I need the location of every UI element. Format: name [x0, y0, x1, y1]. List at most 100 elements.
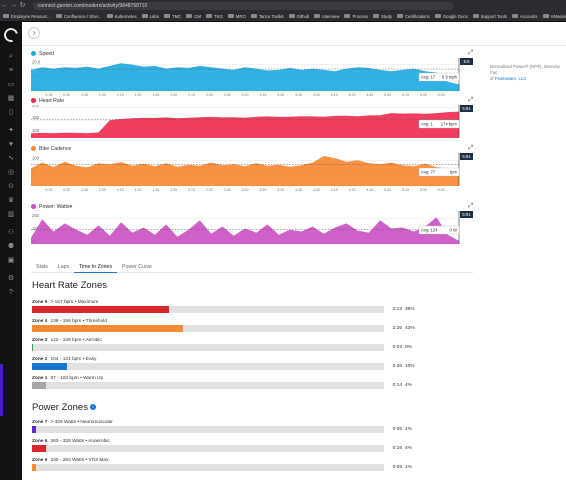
bookmark-item[interactable]: Tanzu Toolkit [250, 14, 284, 19]
tab-stats[interactable]: Stats [36, 264, 48, 270]
trophy-icon[interactable]: ♛ [7, 197, 15, 204]
back-icon[interactable]: ← [1, 2, 8, 9]
x-tick-label: 5:15 [402, 188, 409, 192]
bookmark-item[interactable]: Kubernetes [106, 13, 137, 19]
bookmark-item[interactable]: Google Docs [434, 14, 468, 19]
x-tick-label: 4:15 [331, 188, 338, 192]
inbox-icon[interactable]: ▭ [7, 81, 15, 88]
bookmark-item[interactable]: CM [186, 14, 201, 19]
chevron-down-icon[interactable]: ▾ [69, 203, 73, 210]
cursor-marker [460, 105, 473, 112]
y-tick-label: 150 [32, 115, 40, 120]
y-tick-label: 100 [32, 156, 40, 161]
zone-label: Zone 1 87 - 103 bpm • Warm Up [32, 375, 412, 382]
bookmark-item[interactable]: Employee Resourc... [3, 14, 51, 19]
zone-bar-track [32, 382, 384, 389]
reload-icon[interactable]: ↻ [19, 2, 26, 9]
avg-label: Avg: 1 [421, 122, 433, 127]
chart-header: Power: Watts ▾ ⤢ [31, 202, 473, 211]
bookmark-label: Process [352, 13, 368, 19]
y-tick-label: 20.0 [32, 60, 41, 65]
chart-header: Speed ⤢ [31, 49, 473, 58]
target-icon[interactable]: ◎ [7, 169, 15, 176]
x-tick-label: 1:30 [135, 188, 142, 192]
normalized-power-note: Normalized Power® (NP®), Intensity Fac o… [490, 64, 566, 82]
tab-power-curve[interactable]: Power Curve [122, 264, 153, 270]
bookmark-item[interactable]: TKG [205, 14, 223, 19]
garmin-connect-logo[interactable] [1, 25, 21, 45]
group-icon[interactable]: ⚉ [7, 243, 15, 250]
bookmark-item[interactable]: Process [344, 14, 368, 19]
x-tick-label: 1:15 [117, 93, 124, 97]
zone-row: Zone 2 104 - 121 bpm • Easy 0:36 10% [32, 356, 415, 370]
bookmark-item[interactable]: Github [288, 14, 309, 19]
peaksware-link[interactable]: Peaksware, LLC [494, 76, 527, 81]
pulse-icon[interactable]: ∿ [8, 155, 14, 162]
zone-label: Zone 5 > 157 bpm • Maximum [32, 299, 412, 306]
avg-label: Avg: 124 [421, 228, 438, 233]
folder-icon [205, 14, 212, 18]
people-icon[interactable]: ⚇ [7, 229, 15, 236]
zone-name: Zone 6 [32, 439, 48, 444]
heart-rate-zones-title: Heart Rate Zones [32, 280, 107, 291]
expand-icon[interactable]: ⤢ [468, 97, 473, 103]
bookmark-item[interactable]: TMC [163, 14, 181, 19]
calendar-icon[interactable]: ▦ [7, 95, 15, 102]
heart-icon[interactable]: ♥ [8, 141, 14, 148]
folder-icon [542, 14, 549, 18]
bookmark-item[interactable]: Confluence / Sher... [55, 14, 102, 19]
x-tick-label: 0:15 [45, 188, 52, 192]
chart-plot: 200 150 100 5:91 Avg: 1 174 bpm [31, 105, 473, 138]
chart-plot: 100500:150:300:451:001:151:301:452:002:1… [31, 153, 473, 192]
zone-range: 122 - 138 bpm • Aerobic [50, 338, 102, 343]
search-icon[interactable]: ⌕ [9, 53, 13, 60]
bookmark-item[interactable]: VMware [542, 14, 566, 19]
zone-time: 0:06 [392, 427, 402, 432]
help-icon[interactable]: ? [9, 289, 13, 296]
folder-icon [163, 14, 170, 18]
power-zones-title-text: Power Zones [32, 402, 88, 413]
layers-icon[interactable]: ≡ [8, 67, 14, 74]
bookmark-item[interactable]: Study [373, 14, 392, 19]
expand-icon[interactable]: ⤢ [468, 50, 473, 56]
expand-icon[interactable]: ⤢ [468, 145, 473, 151]
x-tick-label: 0:30 [63, 188, 70, 192]
device-icon[interactable]: ▣ [7, 257, 15, 264]
expand-icon[interactable]: ⤢ [468, 203, 473, 209]
zone-row: Zone 7 > 329 Watts • Neuromuscular 0:06 1% [32, 419, 412, 433]
x-tick-label: 1:30 [135, 93, 142, 97]
folder-icon [186, 14, 193, 18]
bookmark-item[interactable]: Interview [314, 14, 339, 19]
bookmark-item[interactable]: MRO [227, 14, 246, 19]
note-text-of: of [490, 76, 494, 81]
bookmark-item[interactable]: Accounts [511, 14, 538, 19]
chart-icon[interactable]: ▥ [7, 211, 15, 218]
file-icon[interactable]: ▯ [9, 109, 13, 116]
x-tick-label: 3:15 [259, 188, 266, 192]
tab-time-in-zones[interactable]: Time In Zones [74, 261, 118, 273]
chevron-right-icon[interactable]: › [28, 27, 40, 39]
activity-icon[interactable]: ✦ [8, 127, 14, 134]
chart-speed: Speed⤢20.010.00.00:150:300:451:001:151:3… [31, 49, 473, 97]
zone-row: Zone 4 139 - 156 bpm • Threshold 2:26 43% [32, 318, 415, 332]
tab-laps[interactable]: Laps [57, 264, 70, 270]
folder-icon [434, 14, 441, 18]
info-icon[interactable]: i [89, 404, 96, 411]
app-sidebar: ⌕ ≡ ▭ ▦ ▯ ✦ ♥ ∿ ◎ ⊙ ♛ ▥ ⚇ ⚉ ▣ ⚙ ? [0, 22, 22, 480]
settings-icon[interactable]: ⚙ [7, 275, 15, 282]
zone-range: 230 - 262 Watts • VO2 Max [50, 458, 109, 463]
folder-icon [397, 14, 403, 18]
compass-icon[interactable]: ⊙ [8, 183, 14, 190]
series-area-bike-cadence [31, 156, 459, 186]
bookmark-item[interactable]: Support Tools [472, 14, 507, 19]
bookmark-item[interactable]: Certifications [397, 14, 430, 19]
bookmark-item[interactable]: Labs [141, 14, 159, 19]
forward-icon[interactable]: → [10, 2, 17, 9]
x-tick-label: 2:00 [170, 93, 177, 97]
folder-icon [472, 14, 479, 18]
address-bar[interactable]: connect.garmin.com/modern/activity/98487… [33, 1, 453, 10]
cursor-marker [460, 211, 473, 218]
bookmark-label: Kubernetes [114, 13, 137, 19]
bookmark-label: Study [381, 13, 392, 19]
folder-icon [373, 14, 379, 18]
